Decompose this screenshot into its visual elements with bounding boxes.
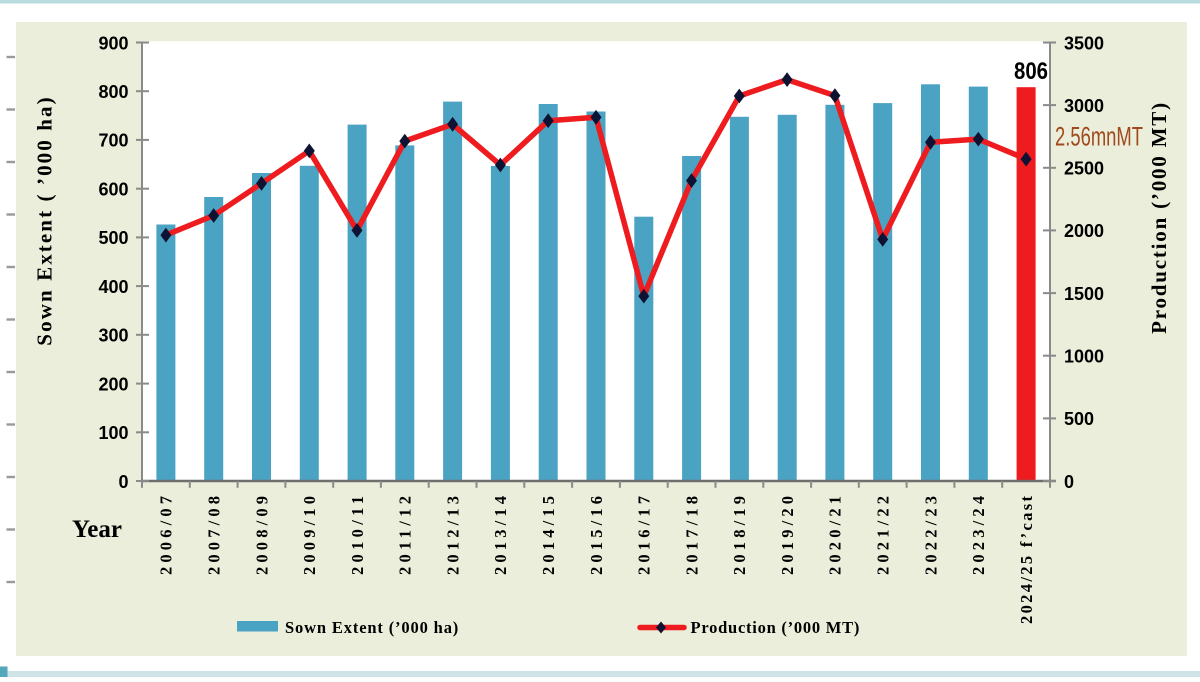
svg-text:800: 800 [98, 82, 128, 102]
svg-text:500: 500 [1064, 409, 1094, 429]
svg-text:Sown Extent (’000 ha): Sown Extent (’000 ha) [285, 618, 459, 637]
svg-text:100: 100 [98, 423, 128, 443]
svg-text:0: 0 [1064, 472, 1074, 492]
svg-text:1000: 1000 [1064, 347, 1104, 367]
svg-text:200: 200 [98, 374, 128, 394]
svg-text:Production (’000 MT): Production (’000 MT) [1147, 101, 1171, 334]
svg-text:500: 500 [98, 228, 128, 248]
svg-text:Year: Year [72, 516, 122, 543]
svg-text:2.56mnMT: 2.56mnMT [1055, 122, 1143, 152]
svg-text:Production (’000 MT): Production (’000 MT) [691, 618, 861, 637]
svg-text:0: 0 [118, 472, 128, 492]
svg-text:900: 900 [98, 33, 128, 53]
svg-text:Sown Extent ( ’000 ha): Sown Extent ( ’000 ha) [33, 95, 57, 345]
svg-text:600: 600 [98, 180, 128, 200]
svg-text:300: 300 [98, 326, 128, 346]
svg-text:3000: 3000 [1064, 96, 1104, 116]
svg-text:2500: 2500 [1064, 159, 1104, 179]
svg-text:3500: 3500 [1064, 33, 1104, 53]
svg-text:400: 400 [98, 277, 128, 297]
svg-text:700: 700 [98, 131, 128, 151]
svg-text:2000: 2000 [1064, 221, 1104, 241]
svg-text:806: 806 [1014, 58, 1048, 85]
svg-text:1500: 1500 [1064, 284, 1104, 304]
